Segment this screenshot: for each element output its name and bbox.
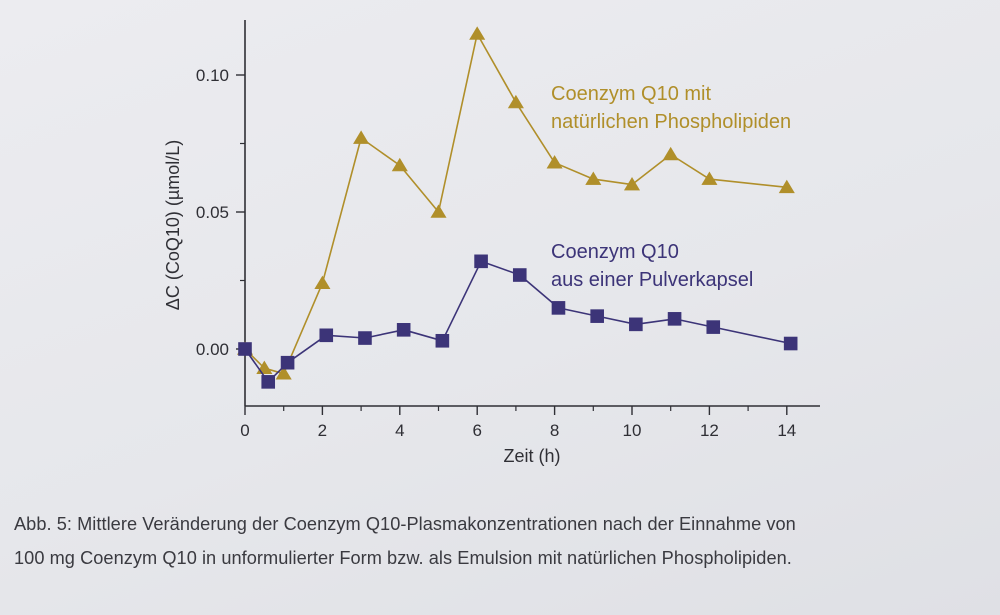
square-marker (435, 333, 450, 348)
y-tick-label: 0.10 (196, 66, 229, 85)
triangle-marker (546, 155, 563, 169)
phospholipids-label-line: Coenzym Q10 mit (551, 83, 711, 105)
square-marker (706, 320, 721, 334)
triangle-marker (662, 146, 679, 161)
x-axis-label: Zeit (h) (503, 446, 560, 466)
triangle-marker (778, 179, 795, 194)
triangle-marker (507, 94, 524, 109)
square-marker (474, 254, 488, 269)
x-tick-label: 10 (623, 421, 642, 440)
square-marker (667, 312, 682, 326)
square-marker (551, 301, 566, 315)
x-tick-label: 14 (777, 421, 796, 440)
triangle-marker (353, 130, 370, 144)
x-tick-label: 2 (318, 421, 327, 440)
x-tick-label: 8 (550, 421, 559, 440)
series-layer (236, 26, 798, 389)
x-tick-label: 12 (700, 421, 719, 440)
triangle-marker (585, 171, 602, 185)
x-tick-label: 4 (395, 421, 404, 440)
triangle-marker (275, 366, 292, 380)
square-marker (358, 331, 372, 345)
triangle-marker (314, 275, 331, 290)
powder-capsule-label-line: Coenzym Q10 (551, 241, 679, 263)
x-tick-label: 0 (240, 421, 249, 440)
triangle-marker (430, 204, 447, 218)
axes: 0.00 0.05 0.10 0 2 4 6 8 10 12 14 (196, 20, 820, 440)
square-marker (590, 309, 604, 323)
caption-line-2: 100 mg Coenzym Q10 in unformulierter For… (14, 548, 792, 568)
line-chart: 0.00 0.05 0.10 0 2 4 6 8 10 12 14 Coenzym Q10 mit n… (163, 20, 820, 466)
square-marker (319, 328, 334, 343)
square-marker (512, 268, 527, 282)
triangle-marker (391, 157, 408, 172)
triangle-marker (469, 26, 486, 40)
square-marker (396, 323, 411, 337)
triangle-marker (623, 177, 641, 191)
square-marker (783, 336, 798, 351)
powder-capsule-label-line: aus einer Pulverkapsel (551, 269, 753, 291)
triangle-marker (701, 171, 718, 185)
phospholipids-label-line: natürlichen Phospholipiden (551, 111, 791, 133)
series-powder-capsule (238, 254, 798, 389)
series-labels: Coenzym Q10 mit natürlichen Phospholipide… (551, 83, 791, 291)
y-tick-label: 0.05 (196, 203, 229, 222)
series-phospholipids (236, 26, 795, 380)
square-marker (280, 355, 295, 370)
square-marker (261, 375, 276, 389)
y-tick-label: 0.00 (196, 340, 229, 359)
square-marker (629, 317, 643, 332)
x-tick-label: 6 (472, 421, 481, 440)
y-axis-label: ΔC (CoQ10) (µmol/L) (163, 140, 183, 310)
caption-line-1: Abb. 5: Mittlere Veränderung der Coenzym… (14, 514, 796, 534)
square-marker (238, 342, 252, 356)
